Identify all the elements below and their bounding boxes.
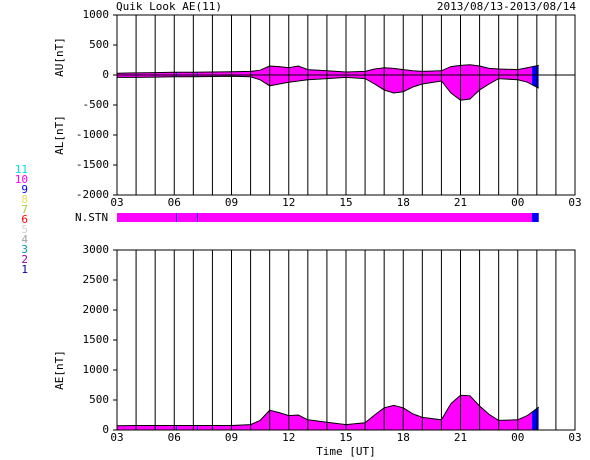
x-tick-label: 03 bbox=[110, 431, 123, 444]
x-tick-label: 06 bbox=[168, 431, 181, 444]
station-legend-entry: 7 bbox=[21, 203, 28, 216]
x-tick-label: 03 bbox=[110, 196, 123, 209]
nstn-segment bbox=[532, 213, 539, 222]
y-tick-label: -500 bbox=[83, 98, 110, 111]
x-tick-label: 12 bbox=[282, 196, 295, 209]
area-fill bbox=[197, 72, 199, 77]
nstn-segment bbox=[198, 213, 533, 222]
station-legend-entry: 5 bbox=[21, 223, 28, 236]
nstn-segment bbox=[117, 213, 177, 222]
x-tick-label: 18 bbox=[397, 431, 410, 444]
station-legend-entry: 3 bbox=[21, 243, 28, 256]
area-fill bbox=[198, 395, 533, 430]
area-fill bbox=[117, 425, 177, 430]
y-tick-label: 0 bbox=[102, 68, 109, 81]
y-axis-label: AU[nT] bbox=[53, 37, 66, 77]
x-tick-label: 00 bbox=[511, 431, 524, 444]
x-axis-label: Time [UT] bbox=[316, 445, 376, 458]
y-axis-label: AL[nT] bbox=[53, 115, 66, 155]
date-range: 2013/08/13-2013/08/14 bbox=[437, 0, 576, 13]
station-legend-entry: 9 bbox=[21, 183, 28, 196]
y-axis-label: AE[nT] bbox=[53, 350, 66, 390]
station-legend-entry: 1 bbox=[21, 263, 28, 276]
y-tick-label: -2000 bbox=[76, 188, 109, 201]
plot-frame bbox=[116, 249, 576, 431]
x-tick-label: 21 bbox=[454, 431, 467, 444]
y-tick-label: 3000 bbox=[83, 243, 110, 256]
station-legend-entry: 2 bbox=[21, 253, 28, 266]
nstn-segment bbox=[177, 213, 198, 222]
station-legend-entry: 10 bbox=[15, 173, 28, 186]
x-tick-label: 03 bbox=[568, 196, 581, 209]
nstn-label: N.STN bbox=[75, 211, 108, 224]
y-tick-label: -1500 bbox=[76, 158, 109, 171]
chart-title: Quik Look AE(11) bbox=[116, 0, 222, 13]
x-tick-label: 12 bbox=[282, 431, 295, 444]
series-line bbox=[116, 64, 539, 74]
x-tick-label: 06 bbox=[168, 196, 181, 209]
station-legend-entry: 4 bbox=[21, 233, 28, 246]
y-tick-label: 1000 bbox=[83, 8, 110, 21]
x-tick-label: 15 bbox=[339, 431, 352, 444]
nstn-segment bbox=[176, 213, 178, 222]
x-tick-label: 18 bbox=[397, 196, 410, 209]
plot-frame bbox=[116, 14, 576, 196]
series-line bbox=[116, 394, 540, 427]
station-legend-entry: 11 bbox=[15, 163, 28, 176]
x-tick-label: 03 bbox=[568, 431, 581, 444]
y-tick-label: 1000 bbox=[83, 363, 110, 376]
area-fill bbox=[176, 425, 178, 430]
area-fill bbox=[197, 425, 199, 430]
area-fill bbox=[177, 425, 198, 430]
y-tick-label: 0 bbox=[102, 423, 109, 436]
area-fill bbox=[198, 64, 533, 101]
station-legend-entry: 8 bbox=[21, 193, 28, 206]
y-tick-label: 500 bbox=[89, 38, 109, 51]
x-tick-label: 21 bbox=[454, 196, 467, 209]
nstn-segment bbox=[197, 213, 199, 222]
y-tick-label: 1500 bbox=[83, 333, 110, 346]
y-tick-label: 2500 bbox=[83, 273, 110, 286]
y-tick-label: 500 bbox=[89, 393, 109, 406]
x-tick-label: 00 bbox=[511, 196, 524, 209]
x-tick-label: 09 bbox=[225, 196, 238, 209]
y-tick-label: -1000 bbox=[76, 128, 109, 141]
x-tick-label: 09 bbox=[225, 431, 238, 444]
station-legend-entry: 6 bbox=[21, 213, 28, 226]
series-line bbox=[117, 75, 539, 101]
y-tick-label: 2000 bbox=[83, 303, 110, 316]
x-tick-label: 15 bbox=[339, 196, 352, 209]
